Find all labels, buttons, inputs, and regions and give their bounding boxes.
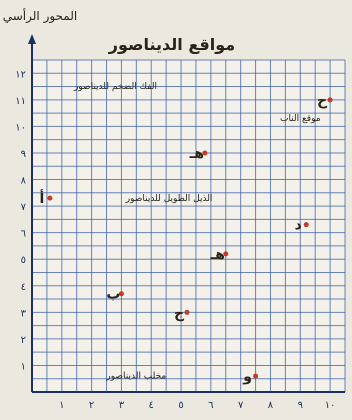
x-tick-label: ٩ [298, 400, 303, 411]
data-point-label: أ [39, 189, 44, 207]
data-point-label: ب [106, 287, 120, 303]
y-tick-label: ٤ [21, 282, 26, 293]
annotation-label: الذيل الطويل للديناصور [125, 194, 213, 204]
y-tick-label: ٣ [21, 308, 27, 319]
y-tick-label: ١ [21, 361, 26, 372]
y-tick-label: ١١ [15, 96, 26, 107]
x-tick-label: ١ [59, 400, 64, 411]
data-point-label: هـ [189, 146, 205, 162]
data-point [327, 97, 333, 103]
x-tick-label: ٥ [178, 400, 183, 411]
x-tick-label: ٨ [268, 400, 274, 411]
y-tick-label: ٦ [21, 229, 26, 240]
y-axis-arrow-icon [28, 34, 36, 44]
data-point-label: هـ [210, 247, 226, 263]
data-point [303, 222, 309, 228]
x-tick-label: ٦ [208, 400, 213, 411]
data-point-label: د [295, 218, 302, 234]
data-point [118, 291, 124, 297]
y-tick-label: ٨ [21, 176, 27, 187]
x-tick-label: ٢ [89, 400, 94, 411]
chart-title: مواقع الديناصور [108, 35, 235, 54]
y-axis-label: المحور الرأسي [3, 8, 77, 24]
data-point-label: و [242, 369, 252, 385]
y-tick-label: ١٢ [15, 69, 26, 80]
data-point [253, 373, 259, 379]
data-point [184, 309, 190, 315]
point-layer: أ ب ج د هـ ح و هـ [39, 93, 333, 385]
data-point [223, 251, 229, 257]
y-tick-label: ٩ [21, 149, 26, 160]
x-tick-label: ١٠ [325, 400, 336, 411]
annotation-label: مخلب الديناصور [105, 372, 166, 382]
y-tick-label: ١٠ [15, 122, 26, 133]
annotation-label: الفك الضخم للديناصور [73, 82, 157, 92]
annotation-label: موقع الناب [280, 114, 321, 124]
y-tick-label: ٢ [21, 335, 26, 346]
grid-background [32, 60, 345, 392]
x-tick-label: ٣ [119, 400, 125, 411]
x-tick-label: ٧ [238, 400, 244, 411]
y-tick-label: ٧ [21, 202, 27, 213]
grid-layer [32, 59, 346, 392]
data-point-label: ح [317, 93, 328, 109]
data-point [47, 195, 53, 201]
y-tick-label: ٥ [21, 255, 26, 266]
annotation-layer: الفك الضخم للديناصور الذيل الطويل للديناص… [73, 82, 321, 382]
x-tick-label: ٤ [149, 400, 154, 411]
data-point-label: ج [174, 305, 185, 321]
data-point [202, 150, 208, 156]
